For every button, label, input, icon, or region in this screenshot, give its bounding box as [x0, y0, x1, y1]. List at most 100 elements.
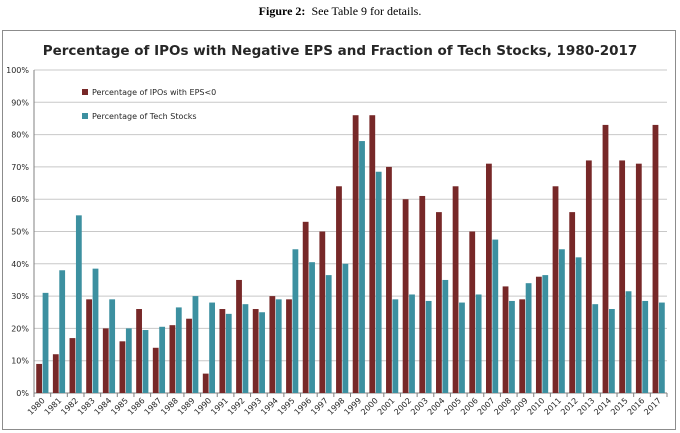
x-tick-label: 2012	[559, 396, 580, 417]
bar-eps-1995	[286, 299, 292, 393]
bar-eps-1980	[36, 363, 43, 393]
bar-eps-1990	[202, 373, 209, 393]
bar-eps-2003	[419, 195, 426, 393]
x-tick-label: 1987	[143, 396, 164, 417]
x-tick-label: 1986	[126, 396, 147, 417]
legend-label: Percentage of IPOs with EPS<0	[92, 88, 216, 97]
bar-eps-1987	[152, 347, 159, 393]
bar-eps-1982	[69, 338, 76, 393]
bar-tech-1998	[342, 263, 349, 393]
figure-caption-text: See Table 9 for details.	[311, 4, 422, 18]
bar-eps-2008	[502, 286, 509, 393]
bar-tech-2005	[459, 302, 465, 393]
bar-tech-2000	[375, 171, 382, 393]
x-tick-label: 2007	[476, 396, 497, 417]
bar-tech-2012	[575, 257, 582, 393]
x-tick-label: 2001	[376, 396, 397, 417]
x-tick-label: 1984	[93, 396, 114, 417]
bar-eps-2004	[436, 212, 442, 393]
bar-eps-2015	[619, 160, 626, 393]
bar-tech-1996	[309, 262, 315, 393]
y-tick-label: 10%	[11, 357, 29, 366]
bar-chart: Percentage of IPOs with Negative EPS and…	[6, 43, 668, 417]
bar-tech-1985	[125, 328, 132, 393]
x-tick-label: 1982	[59, 396, 80, 417]
bar-tech-2001	[392, 299, 399, 393]
figure-caption: Figure 2: See Table 9 for details.	[0, 4, 680, 19]
chart-frame: Percentage of IPOs with Negative EPS and…	[2, 30, 676, 430]
x-tick-label: 1991	[209, 396, 230, 417]
x-tick-label: 1994	[259, 396, 280, 417]
legend-label: Percentage of Tech Stocks	[92, 112, 197, 121]
bar-eps-1993	[252, 309, 259, 393]
figure-caption-prefix: Figure 2:	[258, 4, 306, 18]
x-tick-label: 1998	[326, 396, 347, 417]
x-tick-label: 1989	[176, 396, 197, 417]
bar-eps-2009	[519, 299, 526, 393]
bar-eps-1983	[86, 299, 93, 393]
y-tick-label: 100%	[6, 66, 29, 75]
bar-tech-2010	[542, 275, 549, 393]
bar-eps-1988	[169, 325, 176, 393]
bar-eps-2001	[386, 166, 392, 393]
y-tick-label: 40%	[11, 260, 29, 269]
x-tick-label: 2017	[642, 396, 663, 417]
x-tick-label: 2006	[459, 396, 480, 417]
x-tick-label: 1996	[293, 396, 314, 417]
x-tick-label: 2009	[509, 396, 530, 417]
bar-eps-1986	[136, 309, 142, 393]
bar-eps-2007	[485, 163, 492, 393]
y-tick-label: 30%	[11, 292, 29, 301]
x-tick-label: 1992	[226, 396, 247, 417]
x-tick-label: 1980	[26, 396, 47, 417]
bar-tech-1992	[242, 304, 249, 393]
bar-eps-1985	[119, 341, 126, 393]
bar-tech-1989	[192, 296, 199, 393]
bar-eps-1984	[102, 328, 109, 393]
bar-tech-2016	[642, 300, 649, 393]
y-tick-label: 50%	[11, 228, 29, 237]
bars	[36, 115, 665, 393]
x-tick-label: 2003	[409, 396, 430, 417]
bar-tech-2017	[658, 302, 665, 393]
bar-tech-1980	[42, 292, 49, 393]
x-tick-label: 1990	[193, 396, 214, 417]
x-tick-label: 1983	[76, 396, 97, 417]
x-tick-label: 2004	[426, 396, 447, 417]
bar-tech-1995	[292, 249, 299, 393]
x-tick-label: 2014	[592, 396, 613, 417]
bar-tech-1988	[175, 307, 182, 393]
bar-tech-2008	[509, 300, 515, 393]
y-axis-tick-labels: 0% 10% 20% 30% 40% 50% 60% 70% 80% 90% 100%	[6, 66, 29, 398]
x-tick-label: 2000	[359, 396, 380, 417]
x-axis-tick-labels: 1980198119821983198419851986198719881989…	[26, 396, 663, 417]
x-tick-label: 2008	[492, 396, 513, 417]
y-tick-label: 80%	[11, 131, 29, 140]
x-tick-label: 1981	[43, 396, 64, 417]
bar-eps-2016	[635, 163, 642, 393]
x-tick-label: 1985	[109, 396, 130, 417]
bar-tech-1983	[92, 268, 99, 393]
bar-tech-1984	[109, 299, 116, 393]
y-tick-label: 0%	[16, 389, 29, 398]
bar-tech-1999	[359, 141, 365, 393]
bar-tech-2009	[525, 283, 532, 393]
x-tick-label: 2002	[392, 396, 413, 417]
bar-eps-1998	[336, 186, 342, 393]
bar-tech-2007	[492, 239, 499, 393]
bar-tech-2013	[592, 304, 599, 393]
x-tick-label: 2016	[626, 396, 647, 417]
bar-tech-2004	[442, 279, 449, 393]
bar-eps-1996	[302, 221, 309, 393]
x-tick-label: 2011	[542, 396, 563, 417]
x-tick-label: 1988	[159, 396, 180, 417]
bar-tech-2014	[608, 309, 615, 393]
x-tick-label: 1995	[276, 396, 297, 417]
x-tick-label: 1999	[342, 396, 363, 417]
bar-tech-1982	[75, 215, 82, 393]
bar-tech-2003	[425, 300, 432, 393]
bar-tech-2006	[475, 294, 482, 393]
y-tick-label: 70%	[11, 163, 29, 172]
bar-tech-1994	[275, 299, 282, 393]
bar-tech-1981	[59, 270, 66, 393]
